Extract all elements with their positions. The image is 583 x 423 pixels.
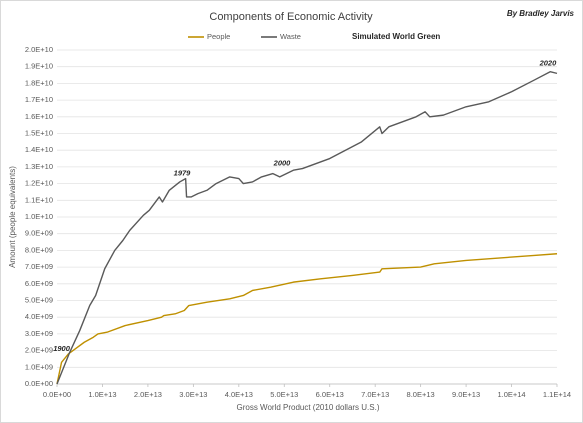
y-tick-label: 6.0E+09 bbox=[25, 279, 53, 288]
y-axis-title: Amount (people equivalents) bbox=[8, 166, 17, 268]
author: By Bradley Jarvis bbox=[507, 9, 575, 18]
y-tick-label: 1.6E+10 bbox=[25, 112, 53, 121]
y-tick-label: 2.0E+10 bbox=[25, 45, 53, 54]
y-tick-label: 1.7E+10 bbox=[25, 95, 53, 104]
y-tick-label: 1.8E+10 bbox=[25, 78, 53, 87]
x-tick-label: 1.0E+13 bbox=[88, 390, 116, 399]
y-tick-label: 1.3E+10 bbox=[25, 162, 53, 171]
x-tick-label: 6.0E+13 bbox=[316, 390, 344, 399]
subtitle: Simulated World Green bbox=[352, 32, 440, 41]
x-tick-label: 9.0E+13 bbox=[452, 390, 480, 399]
chart-title: Components of Economic Activity bbox=[209, 11, 373, 23]
legend-label: People bbox=[207, 32, 230, 41]
y-tick-label: 1.9E+10 bbox=[25, 62, 53, 71]
y-tick-label: 1.2E+10 bbox=[25, 179, 53, 188]
y-tick-label: 1.1E+10 bbox=[25, 195, 53, 204]
y-tick-label: 9.0E+09 bbox=[25, 229, 53, 238]
legend-label: Waste bbox=[280, 32, 301, 41]
x-tick-label: 1.0E+14 bbox=[497, 390, 525, 399]
annotation: 2000 bbox=[273, 159, 292, 168]
x-tick-label: 0.0E+00 bbox=[43, 390, 71, 399]
y-tick-label: 1.5E+10 bbox=[25, 128, 53, 137]
annotation: 2020 bbox=[539, 58, 558, 67]
series-line bbox=[56, 253, 558, 385]
annotation: 1979 bbox=[174, 169, 192, 178]
y-tick-label: 2.0E+09 bbox=[25, 346, 53, 355]
y-tick-label: 8.0E+09 bbox=[25, 245, 53, 254]
y-tick-label: 7.0E+09 bbox=[25, 262, 53, 271]
x-tick-label: 8.0E+13 bbox=[407, 390, 435, 399]
series-line bbox=[56, 71, 558, 385]
y-tick-label: 4.0E+09 bbox=[25, 312, 53, 321]
x-tick-label: 2.0E+13 bbox=[134, 390, 162, 399]
y-tick-label: 5.0E+09 bbox=[25, 295, 53, 304]
x-tick-label: 4.0E+13 bbox=[225, 390, 253, 399]
y-tick-label: 3.0E+09 bbox=[25, 329, 53, 338]
annotation: 1900 bbox=[53, 344, 71, 353]
x-tick-label: 3.0E+13 bbox=[179, 390, 207, 399]
y-tick-label: 1.0E+10 bbox=[25, 212, 53, 221]
x-tick-label: 1.1E+14 bbox=[543, 390, 571, 399]
y-tick-label: 1.4E+10 bbox=[25, 145, 53, 154]
x-axis-title: Gross World Product (2010 dollars U.S.) bbox=[236, 403, 379, 412]
y-tick-label: 1.0E+09 bbox=[25, 362, 53, 371]
x-tick-label: 7.0E+13 bbox=[361, 390, 389, 399]
y-tick-label: 0.0E+00 bbox=[25, 379, 53, 388]
x-tick-label: 5.0E+13 bbox=[270, 390, 298, 399]
